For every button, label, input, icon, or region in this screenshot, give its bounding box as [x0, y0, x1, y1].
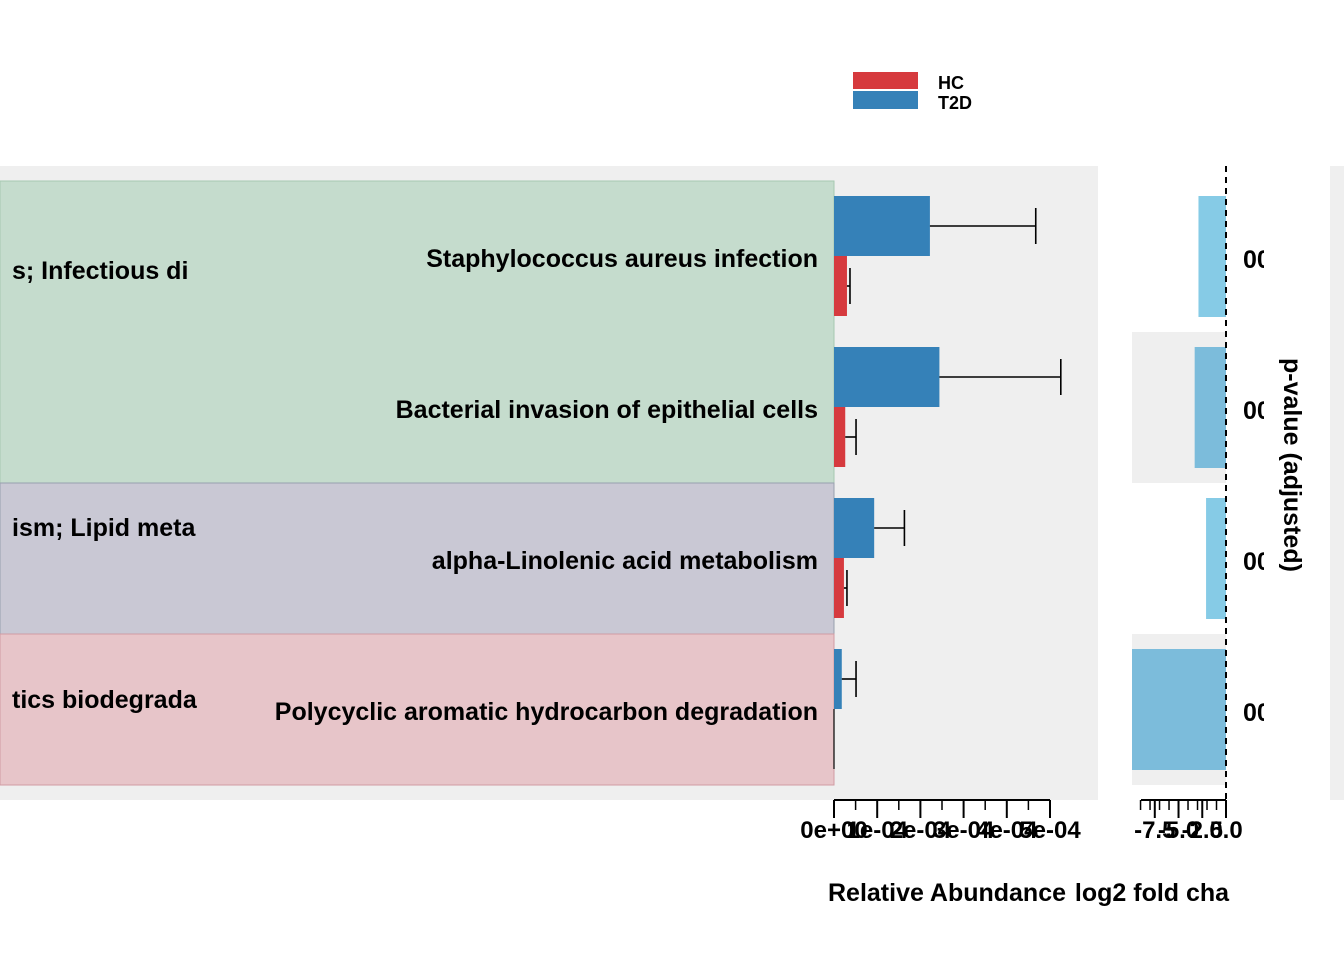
pathway-label: alpha-Linolenic acid metabolism — [432, 547, 818, 575]
class-label-lipid: ism; Lipid meta — [12, 514, 196, 542]
bar-t2d — [834, 196, 930, 256]
bar-hc — [834, 256, 847, 316]
pvalue-label: 00 — [1243, 699, 1271, 727]
logfc-bars — [1132, 166, 1227, 800]
tick-label: -2.5 — [1182, 817, 1223, 844]
class-band-xenobiotics — [0, 633, 835, 786]
tick-label: 5e-04 — [1019, 817, 1081, 844]
legend: HC T2D — [853, 72, 972, 113]
logfc-bar — [1194, 347, 1226, 468]
class-label-xenobiotics: tics biodegrada — [12, 686, 198, 714]
class-band-lipid — [0, 482, 835, 635]
pvalue-label: 00 — [1243, 548, 1271, 576]
bar-hc — [834, 558, 844, 618]
tick-label: -7.5 — [1134, 817, 1175, 844]
pathway-label: Staphylococcus aureus infection — [426, 245, 818, 273]
pvalue-panel-strip — [1330, 166, 1344, 800]
pathway-labels: Staphylococcus aureus infection Bacteria… — [275, 245, 818, 726]
tick-label: 1e-04 — [847, 817, 909, 844]
class-label-infectious: s; Infectious di — [12, 257, 188, 285]
tick-label: 3e-04 — [933, 817, 995, 844]
logfc-x-axis: -7.5-5.0-2.50.0 — [1134, 799, 1243, 844]
logfc-bar — [1206, 498, 1226, 619]
pathway-label: Bacterial invasion of epithelial cells — [396, 396, 818, 424]
bar-hc — [834, 407, 846, 467]
tick-label: 0.0 — [1209, 817, 1242, 844]
bar-t2d — [834, 347, 940, 407]
legend-swatch-hc — [853, 72, 918, 89]
class-band-infectious — [0, 180, 835, 484]
abundance-bars — [833, 196, 1062, 769]
logfc-bar — [1198, 196, 1226, 317]
abundance-axis-title: Relative Abundance — [828, 879, 1066, 907]
pvalue-label: 00 — [1243, 397, 1271, 425]
legend-label-t2d: T2D — [938, 93, 972, 113]
legend-swatch-t2d — [853, 91, 918, 109]
logfc-axis-title: log2 fold cha — [1075, 879, 1230, 907]
tick-label: 0e+00 — [800, 817, 867, 844]
pathway-label: Polycyclic aromatic hydrocarbon degradat… — [275, 698, 818, 726]
pvalue-title: p-value (adjusted) — [1278, 358, 1306, 572]
tick-label: 2e-04 — [890, 817, 952, 844]
tick-label: 4e-04 — [976, 817, 1038, 844]
bar-t2d — [834, 498, 875, 558]
pvalue-label: 00 — [1243, 246, 1271, 274]
legend-label-hc: HC — [938, 73, 964, 93]
bar-t2d — [834, 649, 842, 709]
class-bands — [0, 180, 835, 786]
logfc-bar — [1132, 649, 1226, 770]
tick-label: -5.0 — [1158, 817, 1199, 844]
